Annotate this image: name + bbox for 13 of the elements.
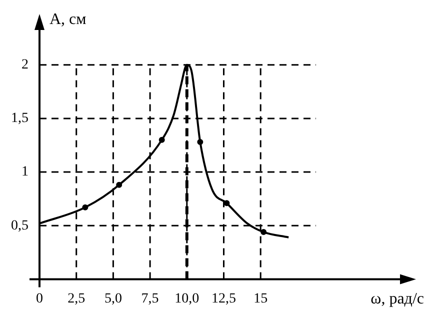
x-tick-label: 12,5 xyxy=(212,291,236,306)
x-axis-title: ω, рад/с xyxy=(370,290,424,308)
x-tick-label: 10,0 xyxy=(174,291,200,306)
x-tick-label: 0 xyxy=(36,291,43,306)
y-tick-label: 0,5 xyxy=(11,218,28,234)
x-tick-label: 5,0 xyxy=(104,291,122,306)
x-tick-label: 7,5 xyxy=(141,291,159,306)
y-axis-title: A, см xyxy=(50,11,86,28)
x-tick-label: 2,5 xyxy=(68,291,86,306)
y-tick-label: 2 xyxy=(22,58,28,73)
x-tick-label: 15 xyxy=(254,291,268,306)
y-tick-label: 1,5 xyxy=(11,111,28,126)
y-tick-label: 1 xyxy=(22,164,28,180)
